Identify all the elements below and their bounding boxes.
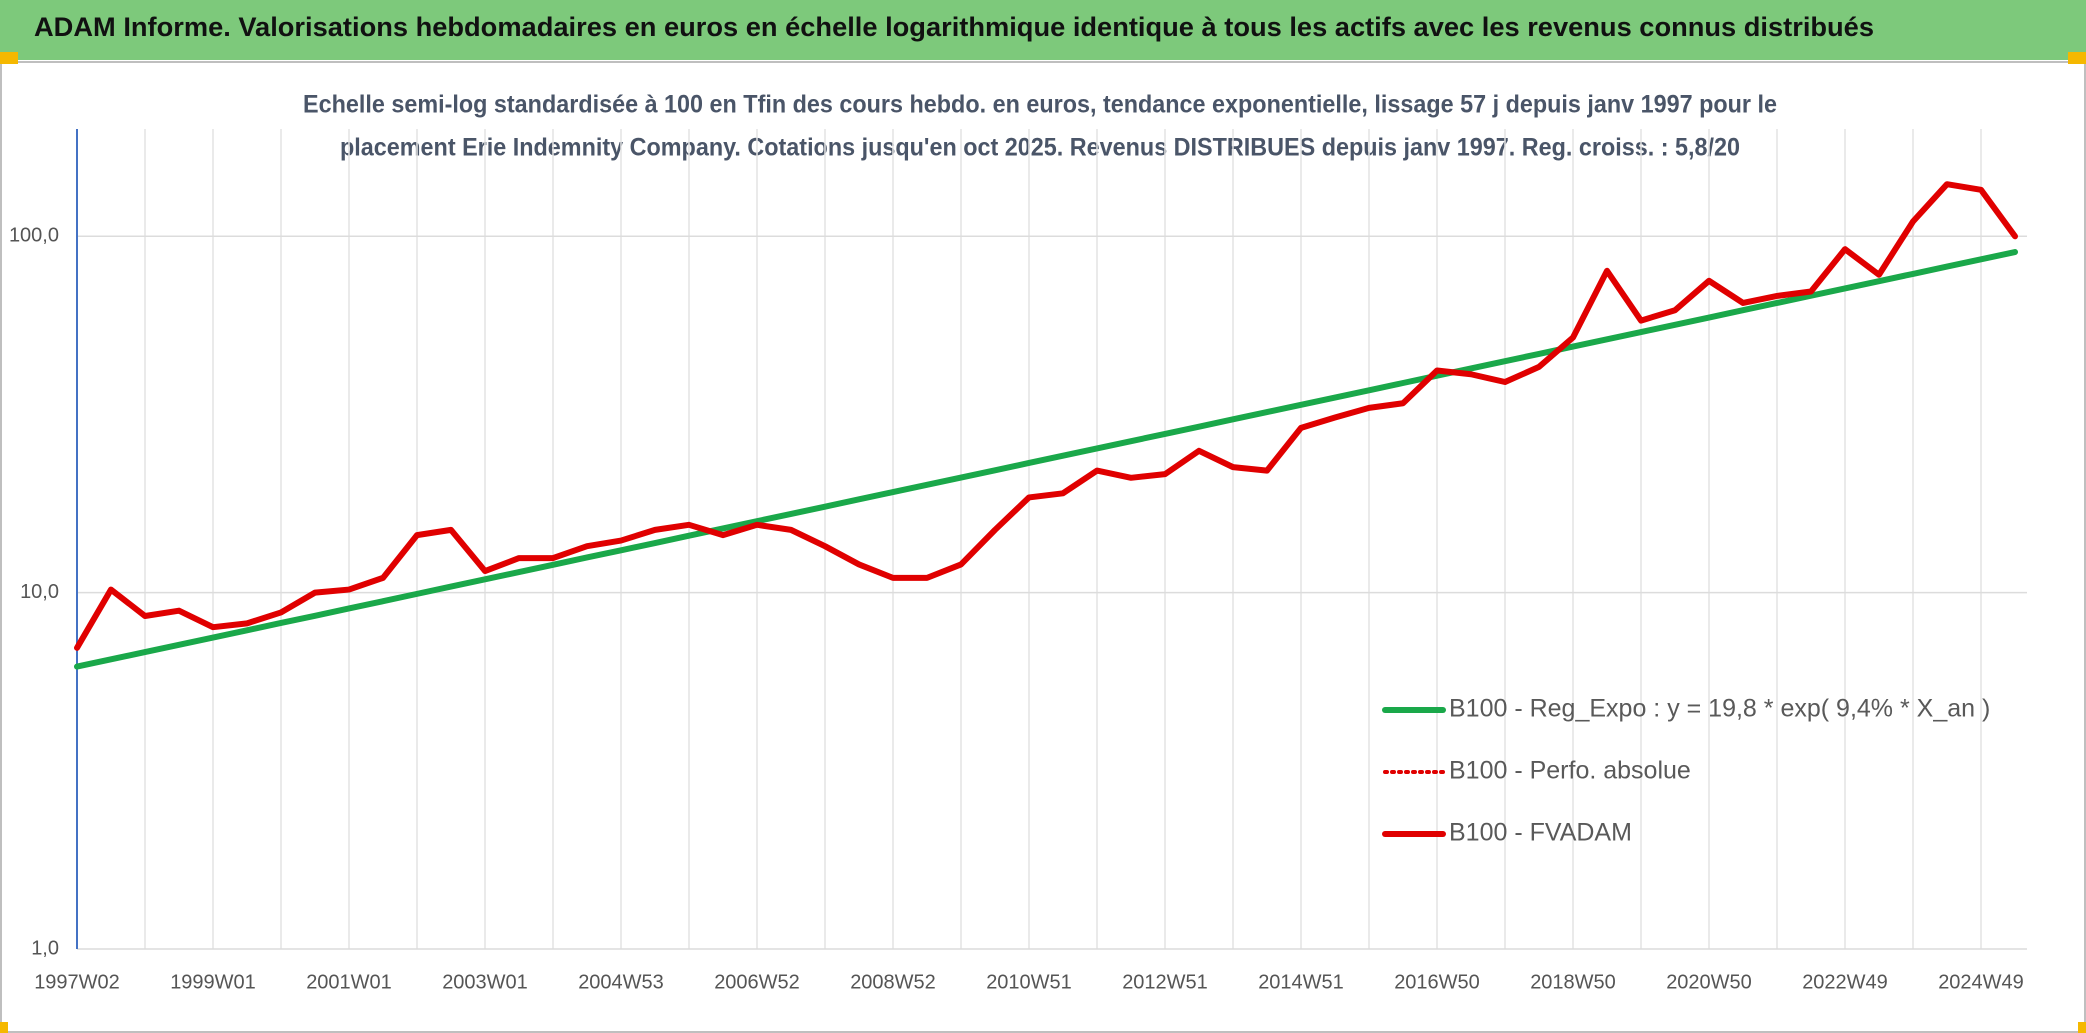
legend-label: B100 - Reg_Expo : y = 19,8 * exp( 9,4% *… [1449, 695, 1990, 723]
chart-subtitle: Echelle semi-log standardisée à 100 en T… [303, 91, 1777, 119]
frame [0, 61, 2086, 1033]
corner [2068, 52, 2086, 64]
chart-title: ADAM Informe. Valorisations hebdomadaire… [34, 12, 1874, 42]
legend-label: B100 - FVADAM [1449, 819, 1632, 847]
x-tick-label: 2014W51 [1258, 971, 1344, 993]
x-tick-label: 2006W52 [714, 971, 800, 993]
corner [2078, 1022, 2086, 1033]
x-tick-label: 1997W02 [34, 971, 120, 993]
x-tick-label: 1999W01 [170, 971, 256, 993]
x-tick-label: 2022W49 [1802, 971, 1888, 993]
legend-label: B100 - Perfo. absolue [1449, 757, 1691, 785]
x-tick-label: 2008W52 [850, 971, 936, 993]
corner [0, 52, 18, 64]
x-tick-label: 2004W53 [578, 971, 664, 993]
series-line [74, 181, 2018, 651]
x-tick-label: 2024W49 [1938, 971, 2024, 993]
x-tick-label: 2018W50 [1530, 971, 1616, 993]
corner [0, 1022, 8, 1033]
y-tick-label: 10,0 [20, 581, 59, 603]
x-tick-label: 2003W01 [442, 971, 528, 993]
x-tick-label: 2012W51 [1122, 971, 1208, 993]
x-tick-label: 2016W50 [1394, 971, 1480, 993]
y-tick-label: 100,0 [9, 225, 59, 247]
series-line [74, 249, 2018, 670]
y-tick-label: 1,0 [31, 937, 59, 959]
x-tick-label: 2001W01 [306, 971, 392, 993]
chart-subtitle: placement Erie Indemnity Company. Cotati… [340, 134, 1740, 162]
x-tick-label: 2010W51 [986, 971, 1072, 993]
title-bar [0, 0, 2086, 60]
x-tick-label: 2020W50 [1666, 971, 1752, 993]
